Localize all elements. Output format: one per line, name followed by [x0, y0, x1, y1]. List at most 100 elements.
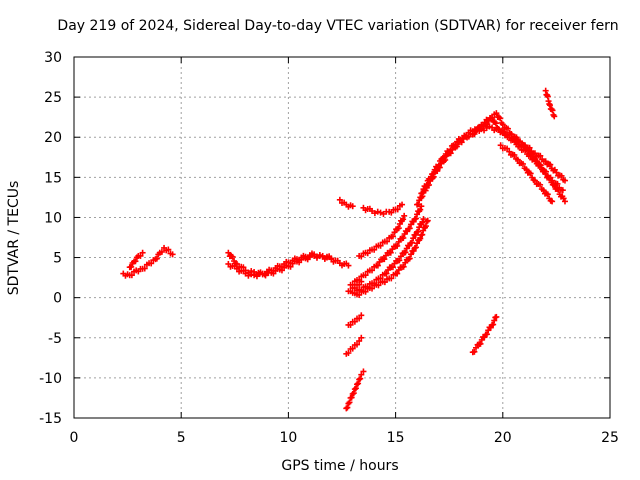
series-arc8 [354, 217, 431, 298]
data-point [402, 259, 409, 266]
data-point [522, 142, 529, 149]
series-arc1 [120, 244, 176, 279]
data-point [346, 399, 353, 406]
data-point [137, 252, 144, 259]
x-axis-label: GPS time / hours [281, 458, 398, 474]
data-point [377, 242, 384, 249]
data-point [493, 110, 500, 117]
y-tick-label: 25 [44, 90, 62, 106]
data-point [352, 385, 359, 392]
data-point [490, 321, 497, 328]
data-point [397, 253, 404, 260]
data-point [561, 198, 568, 205]
data-point [423, 182, 430, 189]
data-point [504, 145, 511, 152]
data-point [139, 249, 146, 256]
data-point [558, 172, 565, 179]
data-point [387, 249, 394, 256]
y-tick-label: -10 [39, 371, 62, 387]
data-point [447, 147, 454, 154]
series-arc1b [126, 249, 146, 271]
data-point [537, 181, 544, 188]
y-tick-label: 10 [44, 210, 62, 226]
data-point [546, 102, 553, 109]
data-point [531, 177, 538, 184]
data-point [504, 125, 511, 132]
data-point [471, 348, 478, 355]
y-axis-label: SDTVAR / TECUs [6, 181, 22, 296]
data-point [412, 231, 419, 238]
data-point [555, 186, 562, 193]
data-point [349, 390, 356, 397]
data-point [394, 270, 401, 277]
data-point [410, 247, 417, 254]
data-point [374, 208, 381, 215]
series-arc6 [347, 203, 425, 288]
data-point [132, 258, 139, 265]
data-point [497, 115, 504, 122]
data-point [489, 114, 496, 121]
data-point [251, 272, 258, 279]
data-point [400, 216, 407, 223]
data-point [424, 217, 431, 224]
y-tick-label: 20 [44, 130, 62, 146]
data-point [384, 238, 391, 245]
data-point [345, 262, 352, 269]
data-point [419, 219, 426, 226]
data-point [473, 344, 479, 351]
data-point [551, 182, 558, 189]
data-point [406, 225, 413, 232]
data-point [347, 288, 354, 295]
data-point [389, 233, 396, 240]
data-point [394, 206, 401, 213]
data-point [356, 376, 363, 383]
data-point [506, 148, 513, 155]
series-arc9 [345, 278, 365, 295]
data-point [551, 113, 558, 120]
data-point [514, 156, 521, 163]
data-point [345, 350, 352, 357]
data-point [540, 187, 547, 194]
data-point [248, 271, 255, 278]
data-point [360, 368, 367, 375]
data-point [350, 390, 357, 397]
data-point [347, 321, 354, 328]
data-point [400, 263, 407, 270]
data-point [388, 275, 395, 282]
data-point [406, 255, 413, 262]
data-point [415, 201, 422, 208]
data-point [414, 211, 421, 218]
data-point [547, 161, 554, 168]
series-arc7 [349, 216, 427, 297]
data-point [408, 251, 415, 258]
data-point [542, 171, 549, 178]
y-tick-label: 0 [53, 291, 62, 307]
data-point [396, 220, 403, 227]
data-point [441, 154, 448, 161]
data-point [356, 315, 363, 322]
x-tick-label: 25 [601, 430, 619, 446]
chart-title: Day 219 of 2024, Sidereal Day-to-day VTE… [57, 18, 618, 34]
data-layer [120, 87, 568, 412]
data-point [336, 196, 343, 203]
data-point [128, 263, 135, 270]
data-point [417, 206, 424, 213]
data-point [412, 244, 419, 251]
data-point [423, 218, 430, 225]
data-point [422, 223, 429, 230]
data-point [419, 190, 426, 197]
data-point [349, 345, 356, 352]
data-point [225, 249, 232, 256]
data-point [364, 250, 371, 257]
series-arc2b [225, 250, 335, 280]
data-point [410, 235, 417, 242]
data-point [381, 279, 388, 286]
data-point [418, 203, 425, 210]
data-point [395, 225, 402, 232]
data-point [561, 177, 568, 184]
data-point [542, 158, 549, 165]
data-point [499, 121, 506, 128]
data-point [369, 267, 376, 274]
data-point [412, 215, 419, 222]
data-point [523, 166, 530, 173]
